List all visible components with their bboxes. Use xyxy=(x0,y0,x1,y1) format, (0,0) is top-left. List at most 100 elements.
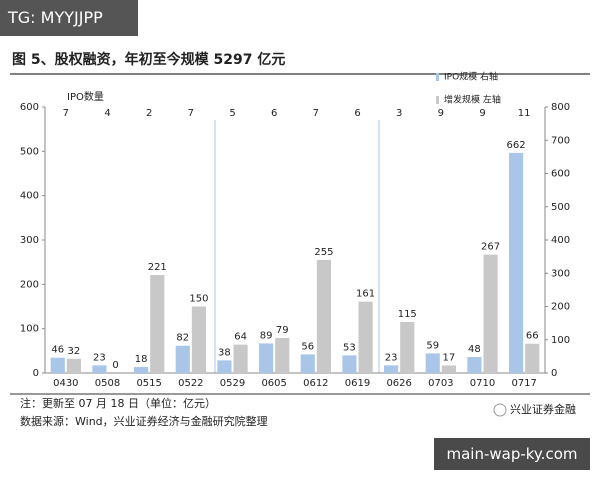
x-tick-label: 0626 xyxy=(386,378,411,389)
count-value: 11 xyxy=(518,108,531,119)
note: 数据来源：Wind，兴业证券经济与金融研究院整理 xyxy=(20,414,268,428)
x-tick-label: 0710 xyxy=(470,378,495,389)
value-label: 255 xyxy=(314,247,333,258)
count-label: IPO数量 xyxy=(67,90,104,103)
value-label: 89 xyxy=(260,330,273,341)
bar xyxy=(259,343,274,373)
bar xyxy=(358,301,373,373)
value-label: 115 xyxy=(398,309,417,320)
bar xyxy=(525,343,540,373)
bar xyxy=(316,259,331,373)
y2-tick-label: 200 xyxy=(551,302,570,313)
y-tick-label: 300 xyxy=(20,235,39,246)
x-tick-label: 0703 xyxy=(428,378,453,389)
value-label: 32 xyxy=(68,346,81,357)
value-label: 59 xyxy=(426,340,439,351)
bar xyxy=(342,355,357,373)
bar xyxy=(134,367,149,373)
y-tick-label: 600 xyxy=(20,102,39,113)
value-label: 66 xyxy=(526,331,539,342)
x-tick-label: 0605 xyxy=(261,378,286,389)
y2-tick-label: 500 xyxy=(551,202,570,213)
bar xyxy=(275,337,290,373)
value-label: 56 xyxy=(301,341,314,352)
note: 注：更新至 07 月 18 日（单位：亿元） xyxy=(20,396,216,410)
bar xyxy=(509,152,524,373)
bar xyxy=(175,345,190,373)
logo-icon xyxy=(493,403,507,417)
x-tick-label: 0619 xyxy=(345,378,370,389)
y2-tick-label: 100 xyxy=(551,335,570,346)
bar xyxy=(300,354,315,373)
count-value: 6 xyxy=(271,108,277,119)
count-value: 7 xyxy=(63,108,69,119)
y2-tick-label: 700 xyxy=(551,135,570,146)
bar xyxy=(384,365,399,373)
bar xyxy=(191,306,206,373)
count-value: 7 xyxy=(313,108,319,119)
count-value: 3 xyxy=(396,108,402,119)
value-label: 662 xyxy=(507,140,526,151)
count-value: 9 xyxy=(438,108,444,119)
value-label: 82 xyxy=(176,333,189,344)
logo: 兴业证券金融 xyxy=(510,402,576,416)
count-value: 5 xyxy=(229,108,235,119)
count-value: 6 xyxy=(354,108,360,119)
x-tick-label: 0508 xyxy=(95,378,120,389)
value-label: 64 xyxy=(234,332,247,343)
bar xyxy=(483,254,498,373)
x-tick-label: 0529 xyxy=(220,378,245,389)
y2-tick-label: 600 xyxy=(551,169,570,180)
y-tick-label: 500 xyxy=(20,146,39,157)
value-label: 0 xyxy=(112,360,118,371)
count-value: 7 xyxy=(188,108,194,119)
y2-tick-label: 0 xyxy=(551,368,557,379)
legend-swatch xyxy=(436,96,439,104)
value-label: 161 xyxy=(356,289,375,300)
count-value: 9 xyxy=(479,108,485,119)
x-tick-label: 0515 xyxy=(136,378,161,389)
value-label: 46 xyxy=(51,345,64,356)
chart-title: 图 5、股权融资，年初至今规模 5297 亿元 xyxy=(12,51,285,68)
x-tick-label: 0522 xyxy=(178,378,203,389)
bar xyxy=(467,357,482,373)
legend-label: 增发规模 左轴 xyxy=(444,94,501,106)
value-label: 53 xyxy=(343,342,356,353)
count-value: 4 xyxy=(104,108,110,119)
value-label: 150 xyxy=(189,294,208,305)
bar xyxy=(441,365,456,373)
y2-tick-label: 800 xyxy=(551,102,570,113)
bar xyxy=(150,275,165,373)
value-label: 23 xyxy=(385,352,398,363)
y-tick-label: 100 xyxy=(20,324,39,335)
bar xyxy=(400,322,415,373)
bar xyxy=(425,353,440,373)
y-tick-label: 200 xyxy=(20,279,39,290)
legend-label: IPO规模 右轴 xyxy=(444,71,498,83)
watermark: TG: MYYJJPP xyxy=(0,0,138,36)
bar xyxy=(50,357,65,373)
y2-tick-label: 400 xyxy=(551,235,570,246)
value-label: 221 xyxy=(148,262,167,273)
bar xyxy=(233,344,248,373)
x-tick-label: 0430 xyxy=(53,378,78,389)
value-label: 267 xyxy=(481,242,500,253)
x-tick-label: 0612 xyxy=(303,378,328,389)
value-label: 79 xyxy=(276,325,289,336)
count-value: 2 xyxy=(146,108,152,119)
value-label: 38 xyxy=(218,347,231,358)
bar xyxy=(92,365,107,373)
y-tick-label: 400 xyxy=(20,191,39,202)
bar xyxy=(217,360,232,373)
site-label: main-wap-ky.com xyxy=(434,438,590,470)
value-label: 17 xyxy=(443,352,456,363)
value-label: 23 xyxy=(93,352,106,363)
bar xyxy=(66,358,81,373)
y-tick-label: 0 xyxy=(33,368,39,379)
y2-tick-label: 300 xyxy=(551,268,570,279)
legend-swatch xyxy=(436,73,439,81)
value-label: 18 xyxy=(135,354,148,365)
value-label: 48 xyxy=(468,344,481,355)
